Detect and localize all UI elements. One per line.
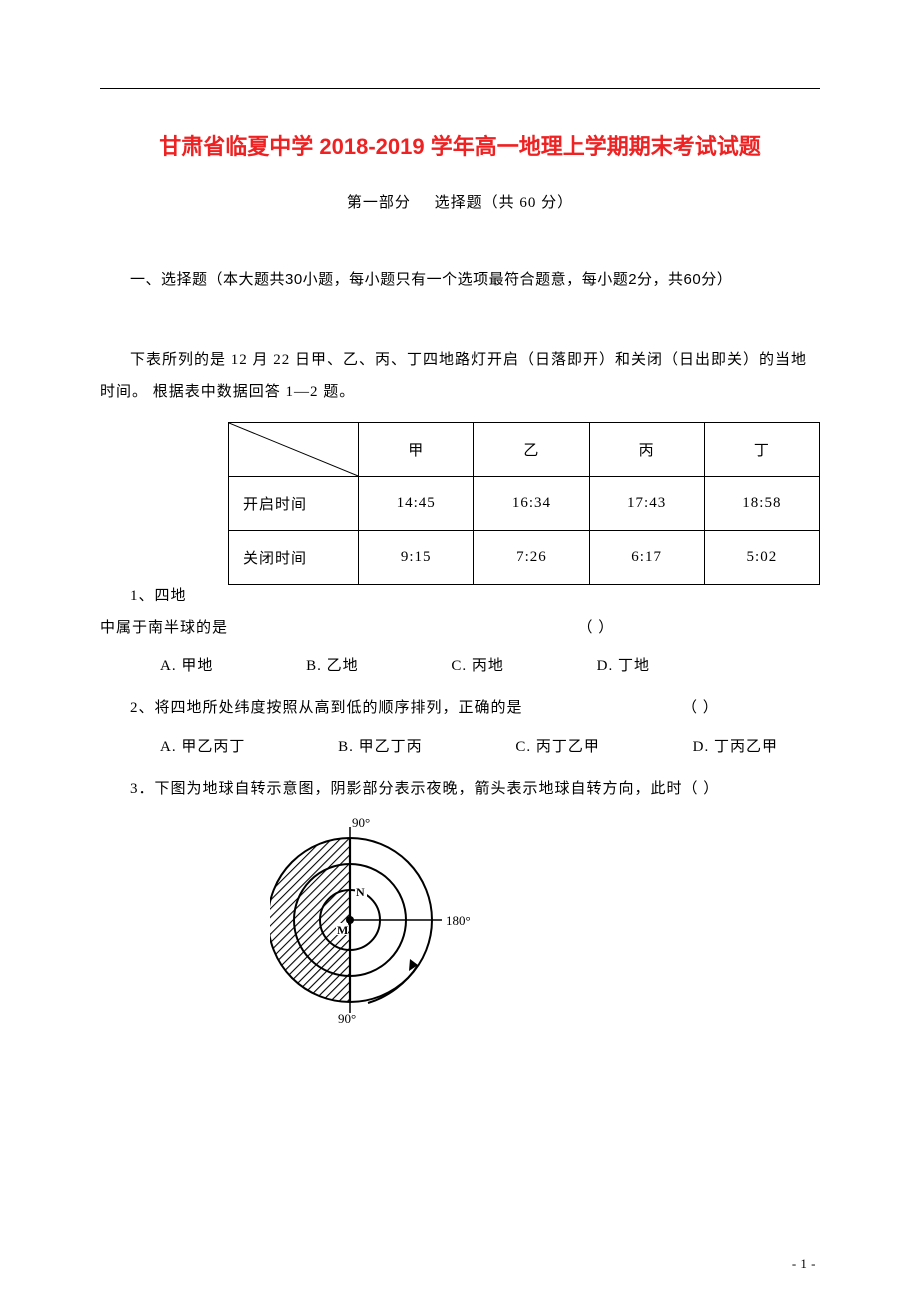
subtitle-prefix: 第一部分 [347, 195, 411, 211]
table-row: 关闭时间 9:15 7:26 6:17 5:02 [229, 531, 820, 585]
table-header-cell: 甲 [359, 423, 474, 477]
table-corner-cell [229, 423, 359, 477]
q2-text: 2、将四地所处纬度按照从高到低的顺序排列，正确的是 [130, 700, 523, 716]
globe-diagram-icon: 90° 180° N M [270, 815, 470, 1025]
table-cell: 7:26 [474, 531, 589, 585]
option-a: A. 甲乙丙丁 [130, 735, 245, 756]
table-cell: 14:45 [359, 477, 474, 531]
data-table-wrap: 甲 乙 丙 丁 开启时间 14:45 16:34 17:43 18:58 关闭时… [228, 422, 820, 585]
exam-page: 甘肃省临夏中学 2018-2019 学年高一地理上学期期末考试试题 第一部分 选… [0, 0, 920, 1302]
table-row: 甲 乙 丙 丁 [229, 423, 820, 477]
table-header-cell: 丁 [704, 423, 819, 477]
option-d: D. 丁地 [567, 654, 650, 675]
option-d: D. 丁丙乙甲 [663, 735, 778, 756]
exam-title: 甘肃省临夏中学 2018-2019 学年高一地理上学期期末考试试题 [100, 129, 820, 161]
section-1-heading: 一、选择题（本大题共30小题，每小题只有一个选项最符合题意，每小题2分，共60分… [100, 268, 820, 289]
q1-line2: 中属于南半球的是 [100, 620, 228, 636]
q1-line1: 1、四地 [100, 588, 187, 604]
option-c: C. 丙丁乙甲 [485, 735, 600, 756]
label-m: M [337, 923, 348, 937]
table-row-label: 开启时间 [229, 477, 359, 531]
q3-text: 3．下图为地球自转示意图，阴影部分表示夜晚，箭头表示地球自转方向，此时（ ） [130, 781, 719, 797]
label-90-top: 90° [352, 815, 370, 830]
diagonal-slash-icon [229, 423, 358, 476]
option-b: B. 甲乙丁丙 [308, 735, 423, 756]
table-header-cell: 乙 [474, 423, 589, 477]
earth-rotation-figure: 90° 180° N M [270, 815, 820, 1030]
top-rule [100, 88, 820, 89]
table-header-cell: 丙 [589, 423, 704, 477]
streetlight-table: 甲 乙 丙 丁 开启时间 14:45 16:34 17:43 18:58 关闭时… [228, 422, 820, 585]
part-subtitle: 第一部分 选择题（共 60 分） [100, 191, 820, 212]
option-b: B. 乙地 [276, 654, 359, 675]
answer-bracket: （ ） [652, 693, 719, 725]
intro-paragraph: 下表所列的是 12 月 22 日甲、乙、丙、丁四地路灯开启（日落即开）和关闭（日… [100, 345, 820, 408]
answer-bracket: （ ） [578, 613, 615, 645]
table-row-label: 关闭时间 [229, 531, 359, 585]
subtitle-body: 选择题（共 60 分） [435, 195, 574, 211]
question-1-options: A. 甲地 B. 乙地 C. 丙地 D. 丁地 [100, 654, 820, 675]
option-a: A. 甲地 [130, 654, 213, 675]
question-2-options: A. 甲乙丙丁 B. 甲乙丁丙 C. 丙丁乙甲 D. 丁丙乙甲 [100, 735, 820, 756]
table-cell: 17:43 [589, 477, 704, 531]
table-row: 开启时间 14:45 16:34 17:43 18:58 [229, 477, 820, 531]
table-cell: 16:34 [474, 477, 589, 531]
label-90-bottom: 90° [338, 1011, 356, 1025]
page-number: - 1 - [792, 1256, 816, 1272]
table-cell: 6:17 [589, 531, 704, 585]
question-2: 2、将四地所处纬度按照从高到低的顺序排列，正确的是 （ ） [100, 693, 820, 725]
table-cell: 5:02 [704, 531, 819, 585]
label-180: 180° [446, 913, 470, 928]
table-cell: 18:58 [704, 477, 819, 531]
question-3: 3．下图为地球自转示意图，阴影部分表示夜晚，箭头表示地球自转方向，此时（ ） [100, 774, 820, 806]
table-cell: 9:15 [359, 531, 474, 585]
question-1: 1、四地 中属于南半球的是 （ ） [100, 581, 820, 644]
label-n: N [356, 885, 365, 899]
option-c: C. 丙地 [421, 654, 504, 675]
